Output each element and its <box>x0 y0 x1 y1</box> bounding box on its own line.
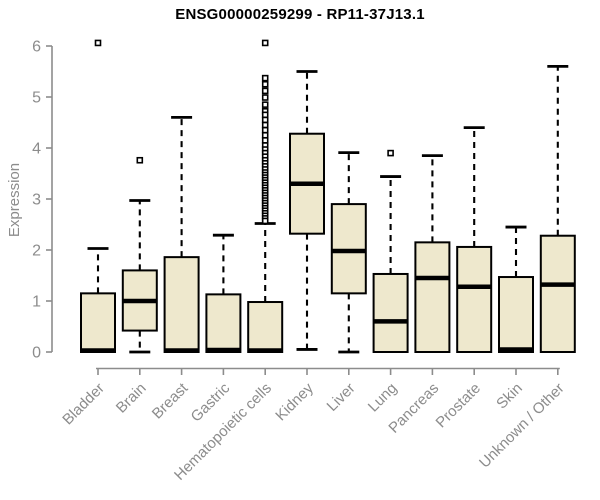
y-axis-title: Expression <box>6 162 23 238</box>
outlier-point <box>261 39 269 47</box>
outlier-point <box>261 80 269 88</box>
y-tick-label: 6 <box>32 39 41 56</box>
box-prostate <box>456 126 493 353</box>
iqr-box <box>372 272 409 353</box>
y-tick-label: 3 <box>32 192 41 209</box>
outlier-point <box>261 111 269 119</box>
iqr-box <box>456 245 493 353</box>
box-hematopoietic-cells <box>247 39 284 353</box>
outlier-point <box>136 156 144 164</box>
x-tick-label-bladder: Bladder <box>59 380 108 429</box>
chart-title: ENSG00000259299 - RP11-37J13.1 <box>175 6 425 23</box>
x-tick-label-breast: Breast <box>149 379 192 422</box>
outlier-point <box>261 116 269 124</box>
x-tick-label-prostate: Prostate <box>432 380 484 432</box>
outlier-point <box>94 39 102 47</box>
box-gastric <box>205 233 242 353</box>
iqr-box <box>414 241 451 354</box>
iqr-box <box>247 301 284 353</box>
outlier-point <box>261 94 269 101</box>
box-breast <box>163 116 200 354</box>
x-tick-label-skin: Skin <box>493 380 526 413</box>
box-kidney <box>289 70 325 351</box>
outlier-point <box>261 137 269 144</box>
iqr-box <box>163 256 200 354</box>
box-lung <box>372 149 409 353</box>
y-tick-label: 0 <box>32 345 41 362</box>
outlier-point <box>261 74 269 82</box>
y-axis: 0 1 2 3 4 5 6 <box>32 39 53 362</box>
iqr-box <box>498 276 534 353</box>
outlier-point <box>387 149 394 157</box>
outlier-point <box>261 87 269 95</box>
outlier-point <box>261 126 269 134</box>
box-bladder <box>80 39 116 354</box>
iqr-box <box>539 234 576 353</box>
iqr-box <box>80 292 116 354</box>
y-tick-label: 5 <box>32 90 41 107</box>
y-tick-label: 2 <box>32 243 41 260</box>
box-brain <box>121 156 158 354</box>
box-pancreas <box>414 154 451 354</box>
box-skin <box>498 225 534 353</box>
outlier-point <box>261 101 269 108</box>
iqr-box <box>205 293 242 353</box>
x-tick-label-brain: Brain <box>113 380 150 417</box>
outlier-point <box>261 131 269 139</box>
y-tick-label: 1 <box>32 294 41 311</box>
box-liver <box>330 151 367 354</box>
x-tick-label-lung: Lung <box>365 380 401 416</box>
box-unknown-other <box>539 65 576 353</box>
x-tick-label-kidney: Kidney <box>272 379 317 424</box>
outlier-point <box>261 121 269 129</box>
x-tick-label-liver: Liver <box>324 380 359 415</box>
iqr-box <box>330 203 367 295</box>
outlier-point <box>261 217 269 225</box>
y-tick-label: 4 <box>32 141 41 158</box>
